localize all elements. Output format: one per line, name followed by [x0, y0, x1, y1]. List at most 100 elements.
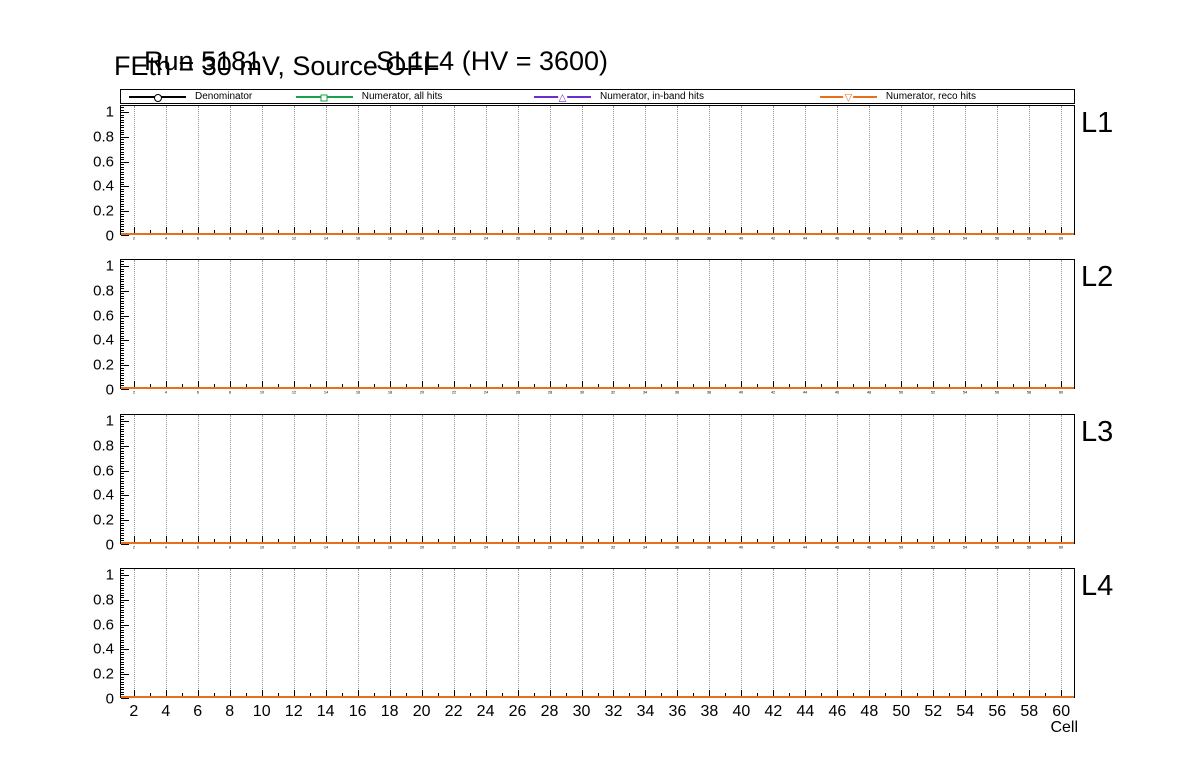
x-tick-label: 20: [419, 391, 424, 395]
x-minor-tick: [565, 693, 567, 697]
x-minor-tick: [821, 539, 823, 543]
y-minor-tick: [121, 144, 124, 146]
gridline: [389, 415, 391, 543]
x-tick: [869, 227, 871, 234]
gridline: [453, 106, 455, 234]
gridline: [293, 106, 295, 234]
gridline: [933, 106, 935, 234]
x-tick: [933, 690, 935, 697]
x-tick-label: 2: [132, 237, 135, 241]
x-minor-tick: [885, 230, 887, 234]
x-tick-label: 58: [1027, 237, 1032, 241]
y-minor-tick: [121, 512, 124, 514]
x-minor-tick: [1013, 539, 1015, 543]
y-minor-tick: [121, 453, 124, 455]
y-minor-tick: [121, 132, 124, 133]
y-minor-tick: [121, 609, 124, 611]
y-minor-tick: [121, 535, 124, 537]
x-tick: [325, 690, 327, 697]
y-minor-tick: [121, 441, 124, 442]
y-minor-tick: [121, 431, 124, 433]
y-minor-tick: [121, 627, 124, 629]
x-minor-tick: [917, 693, 919, 697]
gridline: [453, 415, 455, 543]
gridline: [773, 415, 775, 543]
x-tick-label: 58: [1027, 546, 1032, 550]
y-minor-tick: [121, 634, 124, 636]
y-minor-tick: [121, 345, 124, 347]
y-minor-tick: [121, 335, 124, 337]
x-minor-tick: [949, 230, 951, 234]
x-tick-label: 2: [129, 703, 139, 720]
x-tick: [741, 381, 743, 388]
x-tick-label: 18: [387, 237, 392, 241]
x-tick: [389, 536, 391, 543]
x-tick: [293, 227, 295, 234]
x-minor-tick: [725, 693, 727, 697]
x-tick-label: 50: [892, 703, 911, 720]
y-minor-tick: [121, 228, 124, 230]
y-minor-tick: [121, 507, 124, 509]
y-minor-tick: [121, 122, 124, 124]
gridline: [901, 569, 903, 697]
x-minor-tick: [597, 693, 599, 697]
y-tick-label: 0.2: [93, 202, 114, 220]
x-minor-tick: [405, 693, 407, 697]
y-minor-tick: [121, 436, 124, 438]
x-tick: [261, 690, 263, 697]
x-tick: [133, 227, 135, 234]
x-minor-tick: [789, 384, 791, 388]
gridline: [709, 415, 711, 543]
gridline: [837, 106, 839, 234]
legend-line: ▽: [819, 93, 877, 103]
y-minor-tick: [121, 426, 124, 428]
gridline: [357, 569, 359, 697]
x-minor-tick: [469, 230, 471, 234]
gridline: [165, 106, 167, 234]
y-minor-tick: [121, 352, 124, 354]
gridline: [453, 260, 455, 388]
gridline: [485, 569, 487, 697]
gridline: [613, 415, 615, 543]
gridline: [293, 260, 295, 388]
y-minor-tick: [121, 271, 124, 273]
x-tick: [869, 536, 871, 543]
gridline: [197, 415, 199, 543]
x-tick: [965, 690, 967, 697]
x-tick-label: 26: [515, 391, 520, 395]
y-minor-tick: [121, 325, 124, 327]
x-tick-label: 32: [604, 703, 623, 720]
y-minor-tick: [121, 156, 124, 158]
x-tick-label: 2: [132, 391, 135, 395]
x-minor-tick: [341, 384, 343, 388]
y-minor-tick: [121, 367, 124, 369]
y-minor-tick: [121, 629, 124, 631]
y-minor-tick: [121, 179, 124, 181]
y-minor-tick: [121, 268, 124, 270]
x-minor-tick: [181, 384, 183, 388]
y-minor-tick: [121, 310, 124, 312]
y-minor-tick: [121, 149, 124, 151]
gridline: [197, 569, 199, 697]
x-minor-tick: [469, 539, 471, 543]
gridline: [645, 106, 647, 234]
superlayer-label: SL1L4 (HV = 3600): [376, 46, 609, 76]
y-minor-tick: [121, 129, 124, 131]
x-tick-label: 44: [803, 546, 808, 550]
y-minor-tick: [121, 493, 124, 494]
gridline: [837, 260, 839, 388]
x-tick: [389, 227, 391, 234]
y-minor-tick: [121, 308, 124, 310]
x-minor-tick: [309, 230, 311, 234]
x-minor-tick: [469, 693, 471, 697]
y-minor-tick: [121, 159, 124, 161]
y-minor-tick: [121, 637, 124, 639]
y-minor-tick: [121, 226, 124, 228]
y-minor-tick: [121, 176, 124, 178]
x-tick-label: 52: [924, 703, 943, 720]
x-minor-tick: [181, 230, 183, 234]
y-minor-tick: [121, 505, 124, 507]
y-tick: [121, 575, 129, 577]
x-tick: [389, 690, 391, 697]
gridline: [965, 569, 967, 697]
